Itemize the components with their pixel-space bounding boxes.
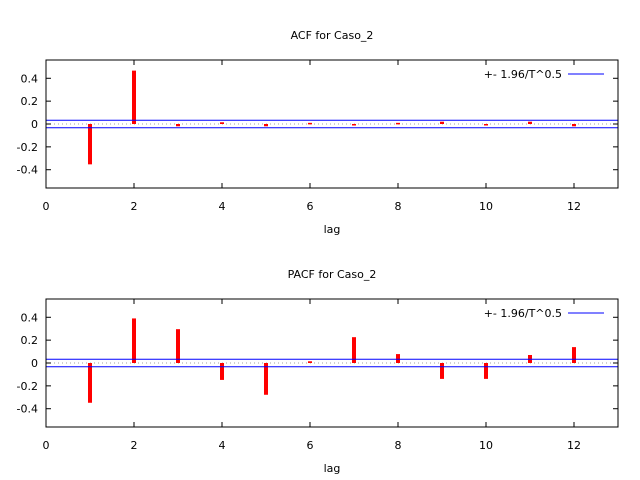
legend-label: +- 1.96/T^0.5 (484, 307, 562, 320)
legend-label: +- 1.96/T^0.5 (484, 68, 562, 81)
pacf-panel: PACF for Caso_2 0.4 0.2 0 -0.2 -0.4 0 2 4 6 8 10 12 l… (17, 268, 619, 475)
bar-lag-12 (572, 347, 576, 363)
bar-lag-5 (264, 363, 268, 395)
x-tick-label: 8 (395, 439, 402, 452)
x-tick-label: 0 (43, 200, 50, 213)
bar-lag-4 (220, 122, 224, 124)
bar-lag-10 (484, 363, 488, 379)
bar-lag-4 (220, 363, 224, 380)
legend: +- 1.96/T^0.5 (484, 68, 604, 81)
y-tick-label: 0.2 (21, 95, 39, 108)
y-tick-label: -0.2 (17, 141, 38, 154)
x-tick-label: 2 (131, 200, 138, 213)
y-tick-label: 0.4 (21, 311, 39, 324)
x-tick-label: 4 (219, 200, 226, 213)
bar-lag-3 (176, 329, 180, 363)
bar-lag-5 (264, 124, 268, 127)
bar-lag-3 (176, 124, 180, 127)
x-axis-label: lag (324, 223, 341, 236)
bar-lag-9 (440, 121, 444, 124)
bar-lag-1 (88, 124, 92, 165)
y-tick-label: 0 (31, 118, 38, 131)
x-tick-label: 12 (567, 200, 581, 213)
x-tick-label: 4 (219, 439, 226, 452)
x-tick-label: 8 (395, 200, 402, 213)
y-tick-label: 0 (31, 357, 38, 370)
y-tick-label: -0.4 (17, 403, 38, 416)
y-tick-label: -0.2 (17, 380, 38, 393)
bar-lag-9 (440, 363, 444, 379)
bar-lag-8 (396, 354, 400, 363)
chart-title: PACF for Caso_2 (288, 268, 377, 281)
x-tick-label: 6 (307, 200, 314, 213)
bar-lag-12 (572, 124, 576, 127)
bar-lag-6 (308, 361, 312, 363)
y-tick-label: 0.2 (21, 334, 39, 347)
x-tick-label: 12 (567, 439, 581, 452)
bar-lag-7 (352, 337, 356, 363)
x-axis-label: lag (324, 462, 341, 475)
bar-lag-8 (396, 122, 400, 125)
x-tick-label: 0 (43, 439, 50, 452)
chart-title: ACF for Caso_2 (291, 29, 374, 42)
y-tick-label: 0.4 (21, 72, 39, 85)
y-tick-label: -0.4 (17, 164, 38, 177)
legend: +- 1.96/T^0.5 (484, 307, 604, 320)
bar-lag-1 (88, 363, 92, 403)
x-tick-label: 10 (479, 200, 493, 213)
x-tick-label: 10 (479, 439, 493, 452)
x-tick-label: 6 (307, 439, 314, 452)
acf-panel: ACF for Caso_2 0.4 0.2 0 -0.2 -0.4 0 2 4 6 8 10 12 la… (17, 29, 619, 236)
bar-lag-11 (528, 121, 532, 124)
bar-lag-2 (132, 70, 136, 124)
x-tick-label: 2 (131, 439, 138, 452)
bar-lag-2 (132, 318, 136, 363)
bar-lag-7 (352, 124, 356, 126)
bar-lag-6 (308, 122, 312, 125)
bar-lag-10 (484, 124, 488, 126)
